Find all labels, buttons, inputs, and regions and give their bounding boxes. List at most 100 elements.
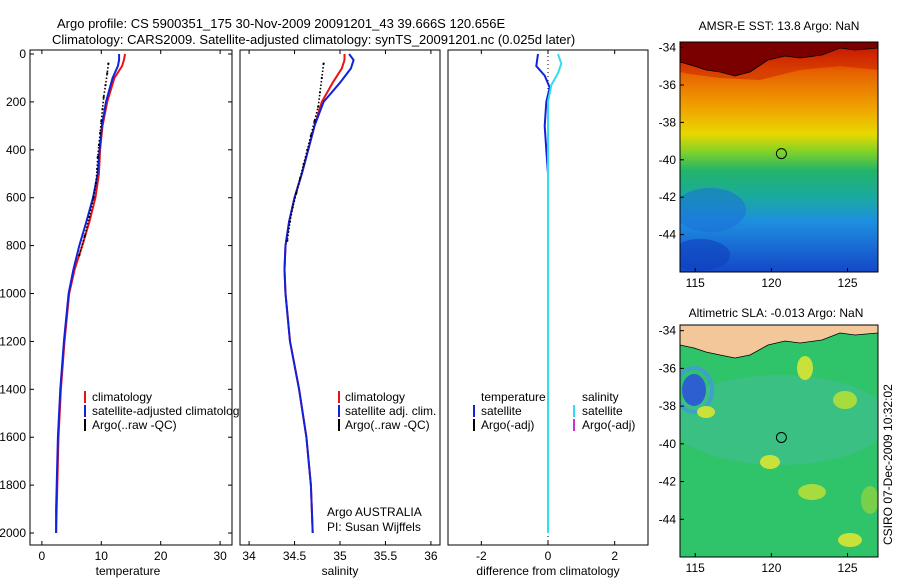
sla-coastline <box>680 332 878 359</box>
sla-low-1 <box>682 374 706 406</box>
map-x-tick-label: 115 <box>686 276 705 290</box>
temperature-xlabel: temperature <box>96 564 161 578</box>
figure-title-line2: Climatology: CARS2009. Satellite-adjuste… <box>52 32 575 47</box>
sla-high-2 <box>797 356 813 380</box>
map-x-tick-label: 120 <box>761 276 781 290</box>
x-tick-label: 0 <box>545 549 552 563</box>
difference-panel: -2 0 2 difference from climatology tempera… <box>447 49 649 578</box>
legend-salinity-title: salinity <box>582 390 619 404</box>
legend-label-climatology: climatology <box>92 390 152 404</box>
series-line-salinity-satellite <box>547 53 563 533</box>
map-y-tick-label: -44 <box>659 512 677 526</box>
y-tick-label: 1600 <box>0 430 26 444</box>
x-tick-label: 30 <box>213 549 227 563</box>
map-y-tick-label: -34 <box>659 324 677 338</box>
x-tick-label: 0 <box>39 549 46 563</box>
legend-swatch-temp-argo <box>473 419 475 431</box>
y-tick-label: 0 <box>19 47 26 61</box>
map-y-tick-label: -38 <box>659 115 677 129</box>
argo-data-point <box>102 96 105 99</box>
map-x-tick-label: 125 <box>838 276 858 290</box>
x-tick-label: 2 <box>611 549 618 563</box>
timestamp-label: CSIRO 07-Dec-2009 10:32:02 <box>881 384 895 545</box>
sst-map-axes <box>679 41 879 273</box>
legend-swatch-sal-satellite <box>573 405 575 417</box>
argo-pi-label: PI: Susan Wijffels <box>327 520 421 534</box>
sst-field <box>680 42 878 272</box>
argo-position-marker <box>775 148 787 160</box>
argo-data-point <box>286 239 289 242</box>
sla-map-title: Altimetric SLA: -0.013 Argo: NaN <box>689 306 864 320</box>
sst-cold-blob <box>680 239 730 271</box>
temperature-y-ticks: 0 200 400 600 800 1000 1200 1400 1600 1800 2000 <box>0 47 232 540</box>
x-tick-label: 10 <box>95 549 109 563</box>
y-tick-label: 400 <box>6 143 26 157</box>
sla-high-1 <box>697 406 715 418</box>
map-y-tick-label: -34 <box>659 41 677 55</box>
legend-label-sal-argo: Argo(-adj) <box>582 418 635 432</box>
x-tick-label: 36 <box>424 549 438 563</box>
map-y-tick-label: -36 <box>659 78 677 92</box>
legend-label-argo: Argo(..raw -QC) <box>345 418 430 432</box>
legend-label-temp-satellite: satellite <box>481 404 522 418</box>
x-tick-label: 35 <box>333 549 347 563</box>
legend-swatch-climatology <box>338 391 340 403</box>
map-y-tick-label: -40 <box>659 437 677 451</box>
temperature-panel: 0 200 400 600 800 1000 1200 1400 1600 1800 2000 0 1… <box>0 47 245 578</box>
sla-map-panel: Altimetric SLA: -0.013 Argo: NaN 115 120 1… <box>659 306 879 575</box>
legend-temperature-title: temperature <box>481 390 546 404</box>
sla-band <box>680 375 878 465</box>
map-x-tick-label: 125 <box>838 561 858 575</box>
sst-coastline <box>680 47 878 77</box>
x-tick-label: -2 <box>476 549 487 563</box>
legend-swatch-satellite <box>84 405 86 417</box>
sst-map-ticks: 115 120 125 -34 -36 -38 -40 -42 -44 <box>659 41 858 290</box>
legend-label-satellite: satellite-adjusted climatology <box>92 404 245 418</box>
y-tick-label: 1200 <box>0 334 26 348</box>
legend-label-satellite: satellite adj. clim. <box>345 404 436 418</box>
x-tick-label: 20 <box>154 549 168 563</box>
sla-high-5 <box>798 484 826 500</box>
sla-map-axes <box>679 324 879 558</box>
sla-low-1-edge <box>680 366 714 414</box>
y-tick-label: 800 <box>6 239 26 253</box>
legend-label-sal-satellite: satellite <box>582 404 623 418</box>
sla-land <box>680 325 878 358</box>
legend-swatch-argo <box>338 419 340 431</box>
map-y-tick-label: -38 <box>659 399 677 413</box>
figure-title-line1: Argo profile: CS 5900351_175 30-Nov-2009… <box>57 16 505 31</box>
sst-cool-blob <box>680 188 746 232</box>
temperature-legend: climatology satellite-adjusted climatolo… <box>84 390 245 432</box>
sla-high-3 <box>833 391 857 409</box>
map-y-tick-label: -42 <box>659 475 677 489</box>
argo-program-label: Argo AUSTRALIA <box>327 505 422 519</box>
difference-legend: temperature satellite Argo(-adj) salinit… <box>473 390 635 432</box>
salinity-x-ticks: 34 34.5 35 35.5 36 <box>242 50 438 563</box>
legend-label-climatology: climatology <box>345 390 405 404</box>
argo-data-point <box>83 234 86 238</box>
series-line-satellite-adjusted-climatology <box>55 54 121 533</box>
difference-xlabel: difference from climatology <box>476 564 619 578</box>
map-y-tick-label: -42 <box>659 190 677 204</box>
argo-position-marker <box>775 432 787 443</box>
legend-swatch-sal-argo <box>573 419 575 431</box>
difference-series <box>535 53 563 533</box>
sla-mid-1 <box>861 486 878 514</box>
legend-swatch-argo <box>84 419 86 431</box>
argo-data-point <box>106 72 109 75</box>
salinity-axes <box>239 49 441 546</box>
sla-high-6 <box>838 533 862 547</box>
temperature-series <box>55 53 127 534</box>
map-y-tick-label: -36 <box>659 361 677 375</box>
legend-label-argo: Argo(..raw -QC) <box>92 418 177 432</box>
y-tick-label: 1000 <box>0 287 26 301</box>
map-x-tick-label: 115 <box>686 561 705 575</box>
legend-swatch-temp-satellite <box>473 405 475 417</box>
sla-high-4 <box>760 455 780 469</box>
sst-land <box>680 42 878 76</box>
temperature-x-ticks: 0 10 20 30 <box>39 50 227 563</box>
map-x-tick-label: 120 <box>761 561 781 575</box>
legend-swatch-climatology <box>84 391 86 403</box>
legend-label-temp-argo: Argo(-adj) <box>481 418 534 432</box>
